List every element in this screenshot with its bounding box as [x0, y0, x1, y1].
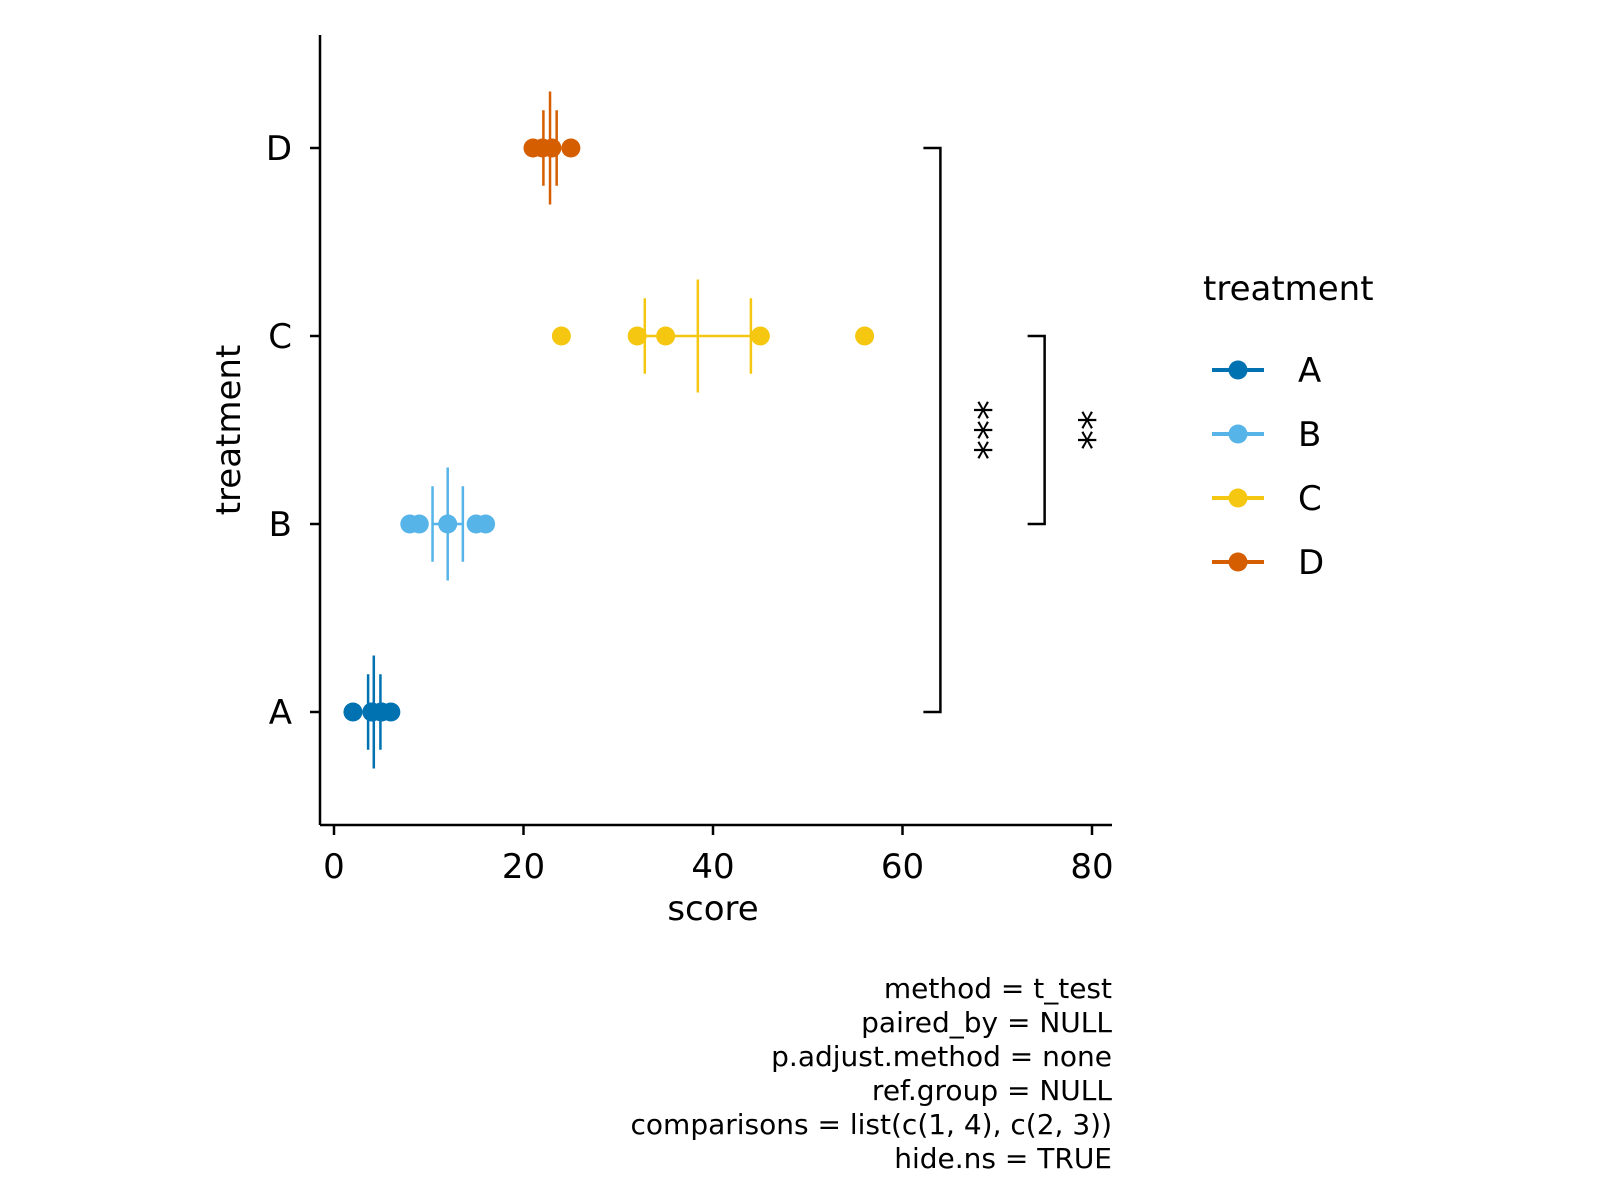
data-point — [855, 326, 875, 346]
x-tick-label: 0 — [323, 847, 345, 887]
data-point — [627, 326, 647, 346]
bracket: ** — [1027, 334, 1103, 526]
legend-label: C — [1298, 479, 1322, 519]
legend-label: A — [1298, 351, 1321, 391]
series-D — [523, 91, 581, 205]
y-tick-label: B — [269, 505, 292, 545]
y-tick-label: A — [269, 693, 292, 733]
data-point — [656, 326, 676, 346]
bracket-line — [923, 146, 942, 714]
y-tick-label: C — [268, 317, 292, 357]
legend-title: treatment — [1203, 269, 1374, 309]
data-point — [409, 514, 429, 534]
x-axis-title: score — [667, 889, 758, 929]
caption-line: hide.ns = TRUE — [894, 1142, 1112, 1175]
legend-item-A: A — [1212, 351, 1321, 391]
caption-line: comparisons = list(c(1, 4), c(2, 3)) — [631, 1108, 1112, 1141]
legend-key-point — [1228, 488, 1248, 508]
x-tick-label: 40 — [691, 847, 734, 887]
series-C — [551, 279, 875, 393]
x-tick-label: 80 — [1070, 847, 1113, 887]
significance-label: *** — [952, 400, 998, 460]
axes: 0 20 40 60 80 A B C D score treatment — [209, 35, 1114, 929]
legend-item-D: D — [1212, 543, 1324, 583]
plot-area — [343, 91, 875, 769]
legend-item-B: B — [1212, 415, 1321, 455]
data-point — [438, 514, 458, 534]
y-axis-title: treatment — [209, 345, 249, 516]
series-A — [343, 655, 401, 769]
legend-label: B — [1298, 415, 1321, 455]
series-B — [400, 467, 496, 581]
caption-line: p.adjust.method = none — [771, 1040, 1112, 1073]
x-tick-label: 20 — [502, 847, 545, 887]
data-point — [561, 138, 581, 158]
data-point — [551, 326, 571, 346]
legend-key-point — [1228, 360, 1248, 380]
x-axis-ticks: 0 20 40 60 80 — [323, 825, 1114, 887]
data-point — [476, 514, 496, 534]
caption-line: ref.group = NULL — [872, 1074, 1112, 1107]
significance-brackets: *** ** — [923, 146, 1103, 714]
legend-item-C: C — [1212, 479, 1322, 519]
legend-key-point — [1228, 552, 1248, 572]
legend-key-point — [1228, 424, 1248, 444]
legend-label: D — [1298, 543, 1324, 583]
data-point — [750, 326, 770, 346]
caption-line: method = t_test — [884, 972, 1112, 1005]
caption-line: paired_by = NULL — [861, 1006, 1112, 1039]
y-tick-label: D — [266, 129, 292, 169]
data-point — [542, 138, 562, 158]
data-point — [343, 702, 363, 722]
bracket-line — [1027, 334, 1046, 526]
significance-label: ** — [1057, 410, 1103, 450]
bracket: *** — [923, 146, 998, 714]
data-point — [371, 702, 391, 722]
y-axis-ticks: A B C D — [266, 129, 320, 733]
x-tick-label: 60 — [881, 847, 924, 887]
